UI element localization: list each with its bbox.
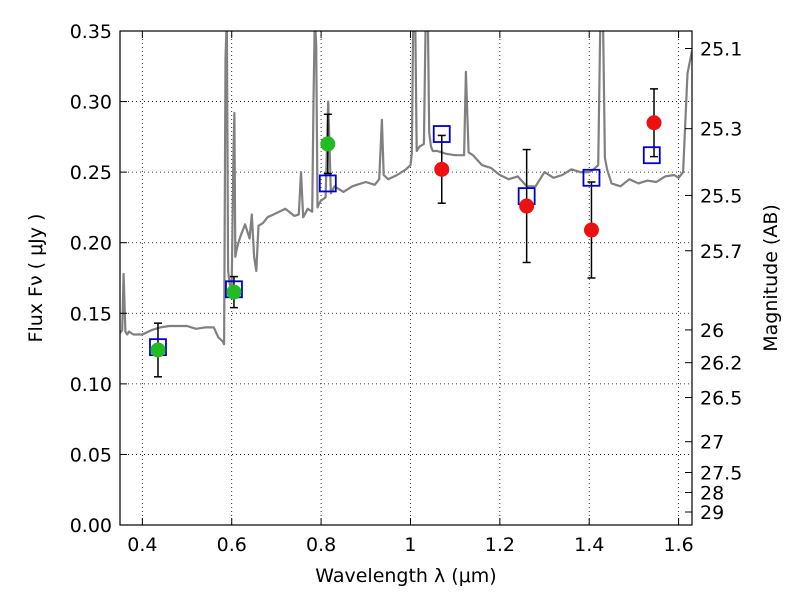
tick-marks bbox=[120, 30, 692, 526]
plot-frame bbox=[119, 30, 693, 526]
data-point-circle bbox=[226, 284, 242, 300]
y2-tick-label: 25.7 bbox=[700, 241, 742, 263]
y-tick-label: 0.15 bbox=[70, 303, 112, 325]
y2-tick-label: 27 bbox=[700, 432, 724, 454]
x-axis-label: Wavelength λ (μm) bbox=[315, 565, 496, 587]
model-point-square bbox=[642, 146, 661, 165]
y2-tick-label: 26.5 bbox=[700, 388, 742, 410]
y-tick-label: 0.20 bbox=[70, 233, 112, 255]
data-point-circle bbox=[519, 198, 535, 214]
data-point-circle bbox=[150, 342, 166, 358]
x-tick-label: 1.2 bbox=[485, 534, 515, 556]
y2-tick-label: 25.1 bbox=[700, 39, 742, 61]
x-tick-label: 0.8 bbox=[306, 534, 336, 556]
y-tick-labels: 0.00 0.05 0.10 0.15 0.20 0.25 0.30 0.35 bbox=[70, 21, 112, 537]
model-point-square bbox=[432, 125, 451, 143]
data-point-circle bbox=[320, 136, 336, 152]
y-tick-label: 0.30 bbox=[70, 92, 112, 114]
data-point-circle bbox=[434, 161, 450, 177]
y2-tick-label: 26 bbox=[700, 320, 724, 342]
y2-tick-label: 28 bbox=[700, 483, 724, 505]
y-tick-label: 0.10 bbox=[70, 374, 112, 396]
y2-tick-label: 25.3 bbox=[700, 119, 742, 141]
model-point-square bbox=[318, 174, 337, 193]
x-tick-label: 0.4 bbox=[127, 534, 157, 556]
y2-tick-label: 25.5 bbox=[700, 185, 742, 207]
model-point-square bbox=[582, 168, 601, 187]
data-point-circle bbox=[646, 115, 662, 131]
x-tick-label: 1.4 bbox=[574, 534, 604, 556]
x-tick-label: 1 bbox=[404, 534, 416, 556]
marker-layer bbox=[149, 115, 662, 358]
y-axis-label: Flux Fν ( μJy ) bbox=[25, 214, 47, 343]
y-tick-label: 0.05 bbox=[70, 444, 112, 466]
y-tick-label: 0.25 bbox=[70, 162, 112, 184]
spectrum-layer bbox=[120, 31, 692, 346]
y2-axis-label: Magnitude (AB) bbox=[760, 204, 782, 352]
data-point-circle bbox=[583, 222, 599, 238]
x-tick-label: 0.6 bbox=[217, 534, 247, 556]
y2-tick-label: 27.5 bbox=[700, 462, 742, 484]
x-tick-labels: 0.4 0.6 0.8 1 1.2 1.4 1.6 bbox=[127, 534, 693, 556]
x-tick-label: 1.6 bbox=[663, 534, 693, 556]
spectrum-line bbox=[120, 31, 692, 346]
y2-tick-label: 26.2 bbox=[700, 353, 742, 375]
y-tick-label: 0.35 bbox=[70, 21, 112, 43]
y2-tick-label: 29 bbox=[700, 502, 724, 524]
y-tick-label: 0.00 bbox=[70, 515, 112, 537]
